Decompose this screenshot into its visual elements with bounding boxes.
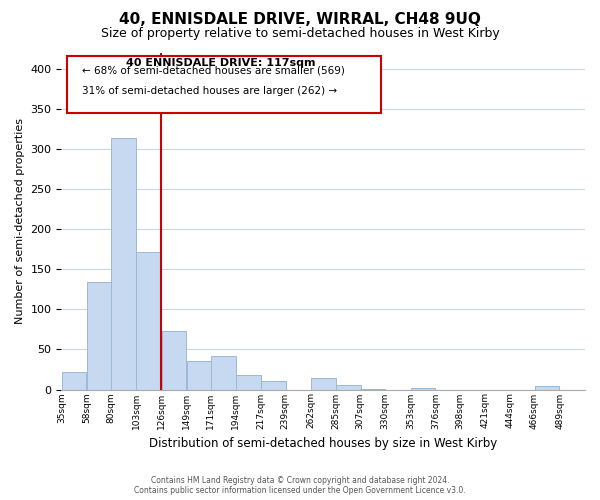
Text: ← 68% of semi-detached houses are smaller (569): ← 68% of semi-detached houses are smalle…: [82, 66, 345, 76]
Text: 31% of semi-detached houses are larger (262) →: 31% of semi-detached houses are larger (…: [82, 86, 337, 96]
Bar: [535, 386, 559, 390]
FancyBboxPatch shape: [67, 56, 381, 113]
Bar: [262, 380, 286, 390]
Bar: [311, 378, 335, 390]
Text: Contains HM Land Registry data © Crown copyright and database right 2024.
Contai: Contains HM Land Registry data © Crown c…: [134, 476, 466, 495]
Text: 40, ENNISDALE DRIVE, WIRRAL, CH48 9UQ: 40, ENNISDALE DRIVE, WIRRAL, CH48 9UQ: [119, 12, 481, 28]
Bar: [360, 388, 385, 390]
Text: 40 ENNISDALE DRIVE: 117sqm: 40 ENNISDALE DRIVE: 117sqm: [127, 58, 316, 68]
Bar: [62, 372, 86, 390]
Bar: [336, 384, 361, 390]
Bar: [161, 331, 186, 390]
X-axis label: Distribution of semi-detached houses by size in West Kirby: Distribution of semi-detached houses by …: [149, 437, 497, 450]
Bar: [136, 252, 161, 390]
Y-axis label: Number of semi-detached properties: Number of semi-detached properties: [15, 118, 25, 324]
Bar: [211, 356, 236, 390]
Bar: [236, 375, 261, 390]
Bar: [411, 388, 436, 390]
Bar: [111, 138, 136, 390]
Text: Size of property relative to semi-detached houses in West Kirby: Size of property relative to semi-detach…: [101, 28, 499, 40]
Bar: [187, 362, 212, 390]
Bar: [87, 282, 112, 390]
